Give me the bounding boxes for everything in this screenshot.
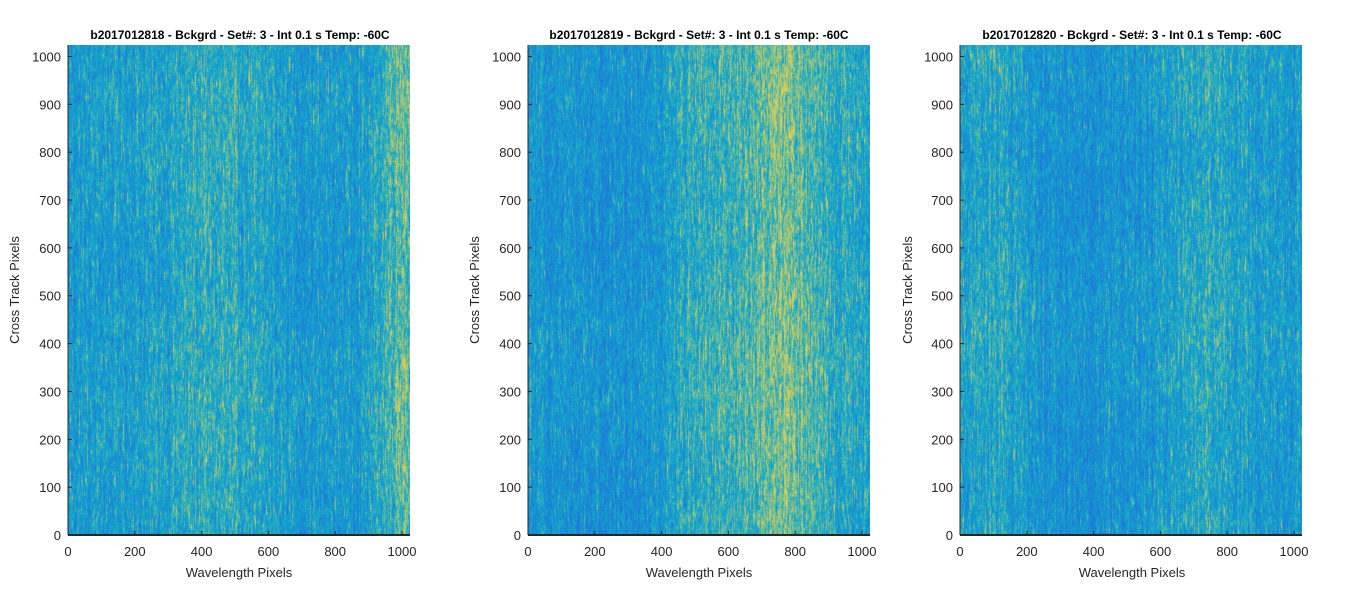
x-tick-label: 800 [1216,544,1238,559]
plot-panel-3: b2017012820 - Bckgrd - Set#: 3 - Int 0.1… [892,0,1332,600]
y-tick-label: 800 [39,145,61,160]
x-tick-label: 0 [64,544,71,559]
y-tick-label: 300 [499,384,521,399]
y-tick-label: 600 [499,241,521,256]
y-tick-label: 200 [499,432,521,447]
y-tick-label: 100 [499,480,521,495]
plot-panel-2: b2017012819 - Bckgrd - Set#: 3 - Int 0.1… [459,0,899,600]
y-tick-label: 700 [931,193,953,208]
y-tick-label: 100 [931,480,953,495]
plot-title: b2017012820 - Bckgrd - Set#: 3 - Int 0.1… [982,28,1282,42]
y-tick-label: 800 [931,145,953,160]
x-tick-label: 400 [191,544,213,559]
y-axis-label: Cross Track Pixels [467,236,482,344]
x-tick-label: 200 [584,544,606,559]
x-tick-label: 200 [1016,544,1038,559]
x-tick-label: 0 [524,544,531,559]
plot-title: b2017012818 - Bckgrd - Set#: 3 - Int 0.1… [90,28,390,42]
y-tick-label: 900 [931,97,953,112]
x-tick-label: 1000 [388,544,417,559]
heatmap-plot-1: b2017012818 - Bckgrd - Set#: 3 - Int 0.1… [7,28,416,580]
x-axis-label: Wavelength Pixels [646,565,753,580]
y-tick-label: 700 [39,193,61,208]
y-tick-label: 0 [514,528,521,543]
y-tick-label: 500 [931,289,953,304]
y-tick-label: 200 [931,432,953,447]
y-axis-label: Cross Track Pixels [900,236,915,344]
y-tick-label: 400 [39,337,61,352]
y-tick-label: 600 [39,241,61,256]
y-tick-label: 1000 [492,49,521,64]
y-axis-label: Cross Track Pixels [7,236,22,344]
x-tick-label: 800 [784,544,806,559]
y-tick-label: 1000 [32,49,61,64]
x-axis-label: Wavelength Pixels [186,565,293,580]
y-tick-label: 300 [931,384,953,399]
y-tick-label: 1000 [924,49,953,64]
heatmap-plot-3: b2017012820 - Bckgrd - Set#: 3 - Int 0.1… [900,28,1308,580]
heatmap-plot-2: b2017012819 - Bckgrd - Set#: 3 - Int 0.1… [467,28,876,580]
y-tick-label: 900 [39,97,61,112]
y-tick-label: 300 [39,384,61,399]
y-tick-label: 400 [931,337,953,352]
y-tick-label: 200 [39,432,61,447]
x-tick-label: 1000 [848,544,877,559]
heatmap-image [960,45,1302,535]
y-tick-label: 900 [499,97,521,112]
y-tick-label: 500 [499,289,521,304]
y-tick-label: 500 [39,289,61,304]
x-tick-label: 200 [124,544,146,559]
x-tick-label: 600 [258,544,280,559]
x-tick-label: 400 [651,544,673,559]
y-tick-label: 100 [39,480,61,495]
heatmap-image [528,45,870,535]
x-tick-label: 400 [1083,544,1105,559]
x-tick-label: 800 [324,544,346,559]
plot-title: b2017012819 - Bckgrd - Set#: 3 - Int 0.1… [549,28,849,42]
y-tick-label: 0 [946,528,953,543]
y-tick-label: 700 [499,193,521,208]
axes: 0 200 400 600 800 1000 0 100 200 300 400 500 600 700 8… [32,45,416,559]
y-tick-label: 600 [931,241,953,256]
axes: 0 200 400 600 800 1000 0 100 200 300 400 500 600 700 8… [492,45,876,559]
axes: 0 200 400 600 800 1000 0 100 200 300 400 500 600 700 8… [924,45,1308,559]
y-tick-label: 800 [499,145,521,160]
plot-panel-1: b2017012818 - Bckgrd - Set#: 3 - Int 0.1… [0,0,440,600]
heatmap-image [68,45,410,535]
x-axis-label: Wavelength Pixels [1079,565,1186,580]
x-tick-label: 600 [718,544,740,559]
x-tick-label: 600 [1150,544,1172,559]
x-tick-label: 1000 [1280,544,1309,559]
x-tick-label: 0 [956,544,963,559]
y-tick-label: 400 [499,337,521,352]
y-tick-label: 0 [54,528,61,543]
